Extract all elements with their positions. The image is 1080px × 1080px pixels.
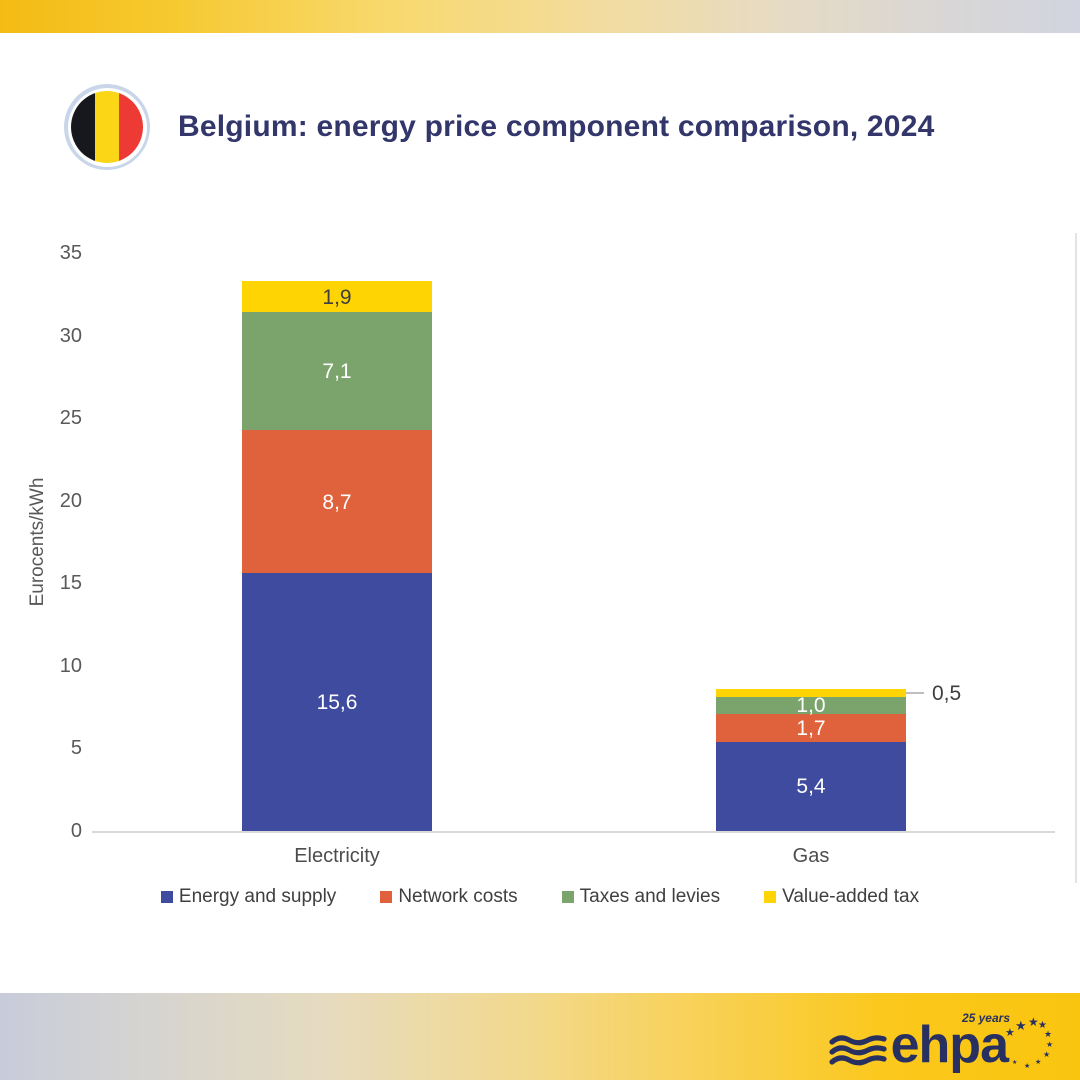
eu-stars-icon: ★ ★ ★ ★ ★ ★ ★ ★ ★ ★: [1000, 1012, 1054, 1072]
legend-label: Taxes and levies: [579, 886, 721, 907]
legend-marker: [764, 891, 777, 903]
legend-item-taxes-and-levies: Taxes and levies: [561, 886, 721, 908]
header: Belgium: energy price component comparis…: [64, 84, 934, 170]
bar-value-label: 7,1: [322, 360, 352, 384]
x-axis-line: [92, 831, 1055, 833]
chart-legend: Energy and supply Network costs Taxes and …: [60, 886, 1020, 908]
leader-line: [906, 692, 924, 695]
y-tick-0: 0: [70, 820, 82, 842]
star-icon: ★: [1012, 1060, 1018, 1066]
bar-value-label: 5,4: [796, 775, 826, 799]
bar-electricity-taxes-and-levies: [242, 312, 432, 430]
page-title: Belgium: energy price component comparis…: [178, 110, 935, 143]
star-icon: ★: [1044, 1029, 1053, 1039]
category-label-electricity: Electricity: [294, 845, 380, 867]
belgium-flag-icon: [64, 84, 150, 170]
star-icon: ★: [1038, 1020, 1047, 1031]
star-icon: ★: [1028, 1015, 1039, 1029]
legend-label: Value-added tax: [782, 886, 920, 907]
legend-label: Network costs: [398, 886, 518, 907]
waves-icon: [829, 1035, 887, 1066]
y-tick-20: 20: [59, 489, 82, 512]
bar-value-label: 15,6: [316, 691, 358, 715]
star-icon: ★: [1015, 1018, 1027, 1033]
legend-item-energy-and-supply: Energy and supply: [160, 886, 337, 908]
anniversary-label: 25 years: [961, 1011, 1010, 1025]
legend-label: Energy and supply: [178, 886, 337, 907]
bottom-gradient-band: ehpa 25 years ★ ★ ★ ★ ★ ★ ★ ★ ★ ★: [0, 993, 1080, 1080]
bar-value-label: 1,9: [322, 285, 352, 309]
star-icon: ★: [1046, 1040, 1054, 1049]
y-tick-15: 15: [59, 572, 82, 595]
category-label-gas: Gas: [792, 845, 830, 867]
bar-value-label: 1,0: [796, 694, 826, 718]
bar-value-label: 1,7: [796, 716, 826, 740]
y-axis-title: Eurocents/kWh: [27, 477, 48, 607]
legend-marker: [160, 891, 173, 903]
y-tick-10: 10: [59, 654, 82, 677]
star-icon: ★: [1043, 1050, 1051, 1059]
y-tick-5: 5: [70, 737, 82, 760]
bar-gas-energy-and-supply: [716, 741, 906, 831]
bar-electricity-value-added-tax: [242, 281, 432, 313]
bar-gas-value-added-tax: [716, 688, 906, 698]
legend-marker: [380, 891, 393, 903]
legend-item-network-costs: Network costs: [380, 886, 518, 908]
legend-marker: [561, 891, 574, 903]
star-icon: ★: [1005, 1027, 1015, 1039]
star-icon: ★: [1024, 1063, 1031, 1070]
bar-electricity-network-costs: [242, 429, 432, 574]
bar-electricity-energy-and-supply: [242, 573, 432, 831]
bar-gas-taxes-and-levies: [716, 697, 906, 714]
top-gradient-band: [0, 0, 1080, 33]
bar-value-label: 0,5: [932, 682, 962, 706]
logo-text: ehpa: [890, 1016, 1009, 1074]
ehpa-logo: ehpa 25 years ★ ★ ★ ★ ★ ★ ★ ★ ★ ★: [829, 1011, 1054, 1074]
y-tick-25: 25: [59, 407, 82, 430]
bar-gas-network-costs: [716, 713, 906, 742]
star-icon: ★: [1035, 1059, 1042, 1066]
flag-stripe-yellow: [95, 91, 119, 163]
chart-right-border: [1075, 233, 1077, 883]
legend-item-value-added-tax: Value-added tax: [764, 886, 919, 908]
y-tick-35: 35: [59, 242, 82, 264]
y-tick-30: 30: [59, 324, 82, 347]
bar-value-label: 8,7: [322, 490, 352, 514]
